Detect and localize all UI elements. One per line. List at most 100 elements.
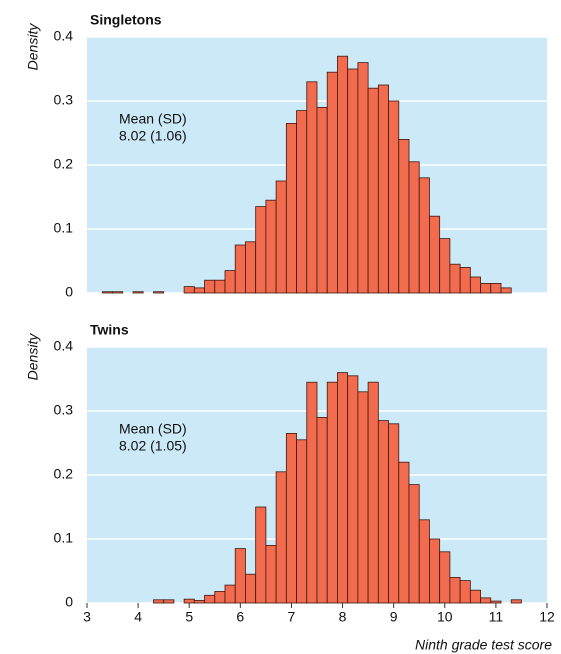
x-tick-label: 6 xyxy=(236,609,244,625)
bar xyxy=(296,439,308,604)
y-tick-label: 0.1 xyxy=(54,220,74,236)
bar xyxy=(214,279,226,294)
bar xyxy=(275,471,287,604)
bar xyxy=(255,206,267,294)
bar xyxy=(469,276,481,294)
bar xyxy=(408,484,420,604)
bar xyxy=(377,420,389,604)
bar xyxy=(204,594,216,604)
bar xyxy=(326,71,338,294)
bar xyxy=(357,62,369,294)
bar xyxy=(326,381,338,604)
bar xyxy=(418,177,430,294)
panel-title: Singletons xyxy=(90,12,162,28)
y-axis-label: Density xyxy=(25,23,41,71)
bar xyxy=(490,600,502,604)
bar xyxy=(377,84,389,294)
bar xyxy=(265,545,277,604)
x-tick-label: 8 xyxy=(339,609,347,625)
bar xyxy=(183,598,195,604)
bar xyxy=(429,215,441,294)
bar xyxy=(398,138,410,294)
bar xyxy=(347,375,359,604)
bar xyxy=(408,161,420,294)
y-axis-label: Density xyxy=(25,333,41,381)
annotation: 8.02 (1.05) xyxy=(119,438,187,454)
bar xyxy=(245,573,257,604)
bar xyxy=(449,263,461,294)
bar xyxy=(459,580,471,604)
annotation: 8.02 (1.06) xyxy=(119,128,187,144)
bar xyxy=(193,287,205,294)
x-axis-label: Ninth grade test score xyxy=(415,637,552,653)
bar xyxy=(245,241,257,294)
bar xyxy=(357,391,369,604)
y-tick-label: 0 xyxy=(65,594,73,610)
x-tick-label: 11 xyxy=(489,609,504,625)
bar xyxy=(439,238,451,294)
bar xyxy=(418,519,430,604)
bar xyxy=(490,282,502,294)
bar xyxy=(296,110,308,294)
bar xyxy=(132,291,144,294)
bar xyxy=(388,423,400,604)
bar xyxy=(347,68,359,294)
bar xyxy=(112,291,124,294)
bar xyxy=(183,286,195,294)
bar xyxy=(214,591,226,604)
bar xyxy=(224,584,236,604)
bar xyxy=(265,199,277,294)
y-tick-label: 0 xyxy=(65,284,73,300)
bar xyxy=(388,100,400,294)
annotation: Mean (SD) xyxy=(119,111,187,127)
panel-title: Twins xyxy=(90,322,129,338)
x-tick-label: 3 xyxy=(83,609,91,625)
x-tick-label: 5 xyxy=(185,609,193,625)
bar xyxy=(449,577,461,604)
bar xyxy=(285,432,297,604)
bar xyxy=(398,461,410,604)
bar xyxy=(101,291,113,294)
x-tick-label: 12 xyxy=(539,609,555,625)
annotation: Mean (SD) xyxy=(119,421,187,437)
y-tick-label: 0.4 xyxy=(54,28,74,44)
bar xyxy=(500,287,512,294)
bar xyxy=(337,372,349,604)
bar xyxy=(367,381,379,604)
bar xyxy=(306,381,318,604)
x-tick-label: 9 xyxy=(390,609,398,625)
bar xyxy=(429,538,441,604)
bar xyxy=(459,266,471,294)
bar xyxy=(480,597,492,604)
bar xyxy=(224,270,236,294)
y-tick-label: 0.1 xyxy=(54,530,74,546)
y-tick-label: 0.3 xyxy=(54,402,74,418)
y-tick-label: 0.4 xyxy=(54,338,74,354)
y-tick-label: 0.2 xyxy=(54,466,74,482)
y-tick-label: 0.2 xyxy=(54,156,74,172)
bar xyxy=(316,107,328,294)
bar xyxy=(480,282,492,294)
y-tick-label: 0.3 xyxy=(54,92,74,108)
bar xyxy=(285,123,297,294)
x-tick-label: 10 xyxy=(437,609,453,625)
bar xyxy=(153,291,165,294)
bar xyxy=(255,506,267,604)
bar xyxy=(469,589,481,604)
bar xyxy=(163,599,175,604)
bar xyxy=(193,600,205,604)
bar xyxy=(153,599,165,604)
bar xyxy=(439,551,451,604)
x-tick-label: 7 xyxy=(288,609,296,625)
bar xyxy=(337,55,349,294)
bar xyxy=(234,548,246,604)
bar xyxy=(367,87,379,294)
bar xyxy=(306,81,318,294)
bar xyxy=(510,599,522,604)
bar xyxy=(275,180,287,294)
bar xyxy=(204,279,216,294)
x-tick-label: 4 xyxy=(134,609,142,625)
bar xyxy=(316,416,328,604)
bar xyxy=(234,244,246,294)
